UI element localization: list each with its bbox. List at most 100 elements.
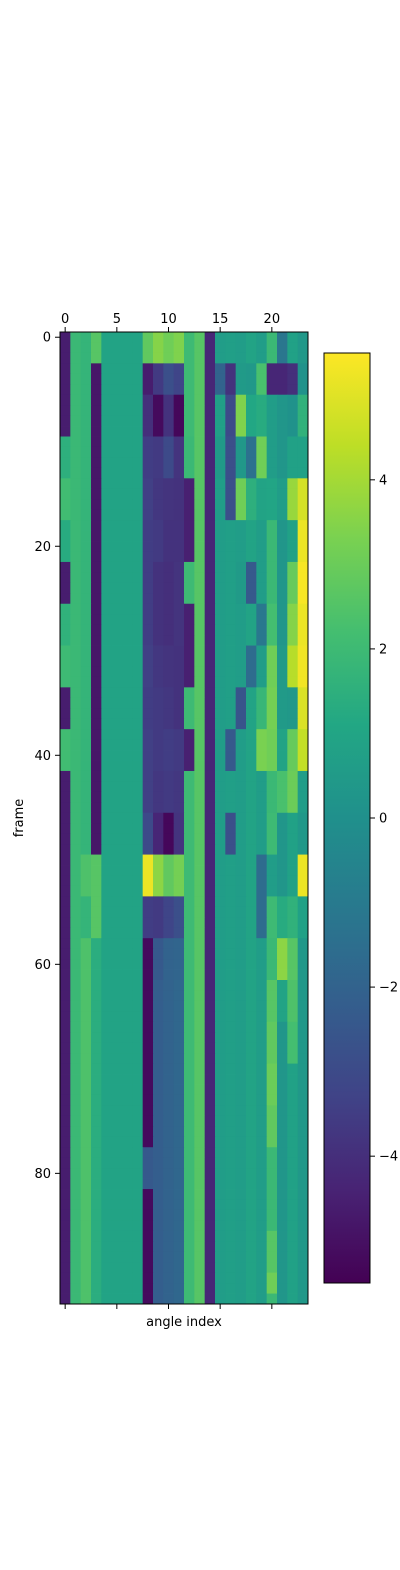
heatmap-cell — [225, 332, 237, 343]
heatmap-cell — [184, 363, 195, 375]
heatmap-cell — [91, 635, 102, 646]
heatmap-cell — [184, 656, 195, 667]
heatmap-cell — [70, 614, 82, 626]
heatmap-cell — [153, 1021, 164, 1033]
heatmap-cell — [142, 906, 154, 918]
heatmap-cell — [225, 812, 237, 824]
heatmap-cell — [194, 593, 206, 605]
heatmap-cell — [194, 781, 206, 793]
heatmap-cell — [163, 687, 175, 699]
heatmap-cell — [204, 844, 216, 855]
heatmap-cell — [194, 436, 206, 448]
heatmap-cell — [101, 1032, 113, 1044]
heatmap-cell — [256, 541, 268, 552]
heatmap-cell — [287, 478, 299, 490]
heatmap-cell — [184, 1230, 195, 1242]
heatmap-cell — [235, 729, 247, 741]
heatmap-cell — [235, 1042, 247, 1054]
heatmap-cell — [101, 729, 113, 741]
heatmap-cell — [266, 1126, 278, 1138]
heatmap-cell — [60, 488, 71, 500]
heatmap-cell — [266, 980, 278, 991]
heatmap-cell — [163, 405, 175, 417]
heatmap-cell — [235, 708, 247, 720]
heatmap-cell — [80, 865, 92, 876]
heatmap-cell — [122, 656, 133, 667]
heatmap-cell — [266, 770, 278, 782]
heatmap-cell — [163, 980, 175, 991]
heatmap-cell — [142, 927, 154, 939]
heatmap-cell — [184, 854, 195, 866]
heatmap-cell — [101, 446, 113, 458]
heatmap-cell — [184, 708, 195, 720]
heatmap-cell — [142, 875, 154, 887]
heatmap-cell — [101, 1283, 113, 1294]
heatmap-cell — [60, 729, 71, 741]
heatmap-cell — [256, 770, 268, 782]
heatmap-cell — [122, 373, 133, 385]
heatmap-cell — [235, 1220, 247, 1232]
heatmap-cell — [246, 1063, 257, 1075]
heatmap-cell — [142, 959, 154, 970]
heatmap-cell — [225, 394, 237, 406]
heatmap-cell — [287, 332, 299, 343]
heatmap-cell — [215, 551, 226, 563]
heatmap-cell — [122, 1209, 133, 1221]
heatmap-cell — [80, 1199, 92, 1211]
heatmap-cell — [184, 1283, 195, 1294]
heatmap-cell — [163, 1115, 175, 1127]
heatmap-cell — [246, 541, 257, 552]
heatmap-cell — [297, 739, 309, 751]
heatmap-cell — [204, 394, 216, 406]
heatmap-cell — [277, 833, 288, 845]
heatmap-cell — [91, 687, 102, 699]
heatmap-cell — [266, 426, 278, 437]
heatmap-cell — [204, 927, 216, 939]
heatmap-cell — [111, 614, 123, 626]
heatmap-cell — [173, 1000, 185, 1012]
heatmap-cell — [225, 426, 237, 437]
heatmap-cell — [215, 739, 226, 751]
heatmap-cell — [173, 1199, 185, 1211]
heatmap-cell — [277, 1136, 288, 1148]
heatmap-cell — [142, 332, 154, 343]
heatmap-cell — [91, 865, 102, 876]
heatmap-cell — [297, 1262, 309, 1274]
heatmap-cell — [194, 645, 206, 657]
heatmap-cell — [101, 1074, 113, 1085]
heatmap-cell — [142, 687, 154, 699]
heatmap-cell — [277, 1105, 288, 1117]
heatmap-cell — [111, 645, 123, 657]
heatmap-cell — [163, 488, 175, 500]
heatmap-cell — [225, 1262, 237, 1274]
heatmap-cell — [173, 948, 185, 960]
heatmap-cell — [297, 656, 309, 667]
heatmap-cell — [101, 1241, 113, 1253]
heatmap-cell — [142, 666, 154, 678]
heatmap-cell — [173, 1126, 185, 1138]
heatmap-cell — [277, 812, 288, 824]
heatmap-cell — [246, 1272, 257, 1284]
heatmap-cell — [266, 781, 278, 793]
heatmap-cell — [70, 739, 82, 751]
heatmap-cell — [173, 332, 185, 343]
heatmap-cell — [80, 1178, 92, 1190]
heatmap-cell — [246, 739, 257, 751]
heatmap-cell — [287, 373, 299, 385]
heatmap-cell — [80, 1283, 92, 1294]
heatmap-cell — [287, 990, 299, 1002]
heatmap-cell — [256, 373, 268, 385]
heatmap-cell — [225, 436, 237, 448]
heatmap-cell — [111, 603, 123, 615]
heatmap-cell — [70, 520, 82, 531]
heatmap-cell — [246, 1094, 257, 1106]
heatmap-cell — [60, 948, 71, 960]
heatmap-cell — [277, 1220, 288, 1232]
heatmap-cell — [235, 551, 247, 563]
heatmap-cell — [287, 697, 299, 709]
heatmap-cell — [225, 342, 237, 354]
heatmap-cell — [184, 457, 195, 469]
heatmap-cell — [142, 384, 154, 396]
heatmap-cell — [111, 363, 123, 375]
heatmap-cell — [266, 1074, 278, 1085]
